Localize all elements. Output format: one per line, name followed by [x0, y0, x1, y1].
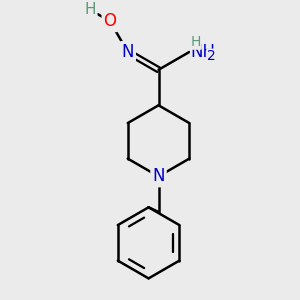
- Text: H: H: [84, 2, 96, 17]
- Text: N: N: [152, 167, 165, 185]
- Text: NH: NH: [191, 43, 216, 61]
- Text: 2: 2: [207, 49, 216, 63]
- Text: H: H: [191, 35, 201, 49]
- Text: N: N: [122, 43, 134, 61]
- Text: O: O: [103, 12, 116, 30]
